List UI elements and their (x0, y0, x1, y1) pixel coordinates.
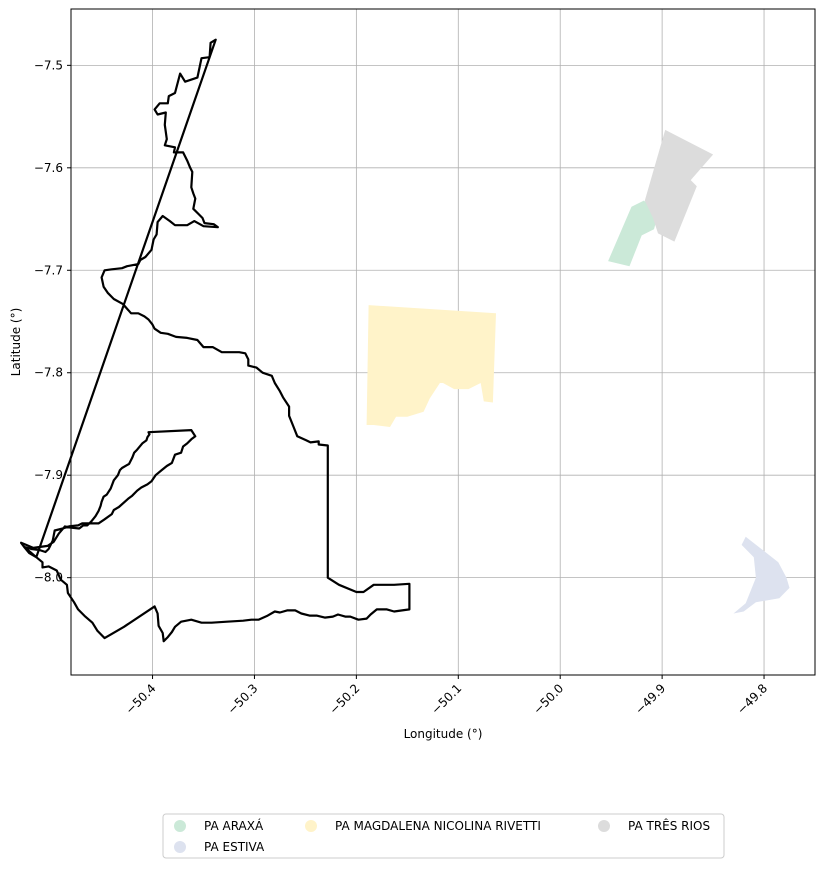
y-axis-label: Latitude (°) (9, 308, 23, 377)
y-tick-label: −8.0 (34, 571, 63, 585)
y-tick-label: −7.9 (34, 468, 63, 482)
settlement-regions (366, 129, 790, 614)
municipality-boundary (20, 38, 411, 643)
region-pa-tr-s-rios (644, 129, 714, 242)
y-tick-label: −7.7 (34, 263, 63, 277)
legend-label: PA TRÊS RIOS (628, 818, 710, 833)
legend-marker (598, 820, 610, 832)
legend-marker (174, 820, 186, 832)
x-tick-label: −50.0 (530, 681, 566, 717)
legend-label: PA ARAXÁ (204, 818, 264, 833)
x-axis-label: Longitude (°) (404, 727, 483, 741)
legend-label: PA ESTIVA (204, 840, 265, 854)
boundary-outline (20, 38, 411, 643)
legend-box (162, 813, 725, 859)
legend: PA ARAXÁ PA ESTIVA PA MAGDALENA NICOLINA R… (162, 813, 725, 859)
legend-marker (174, 841, 186, 853)
x-axis-ticks: −50.4 −50.3 −50.2 −50.1 −50.0 −49.9 −49.8 (123, 675, 770, 717)
axes-border (70, 8, 816, 676)
legend-marker (305, 820, 317, 832)
x-tick-label: −50.1 (429, 681, 465, 717)
y-axis-ticks: −7.5 −7.6 −7.7 −7.8 −7.9 −8.0 (34, 58, 71, 585)
x-tick-label: −50.2 (327, 681, 363, 717)
x-tick-label: −49.8 (734, 681, 770, 717)
region-pa-arax- (608, 200, 660, 267)
y-tick-label: −7.8 (34, 366, 63, 380)
region-pa-estiva (733, 536, 790, 614)
legend-label: PA MAGDALENA NICOLINA RIVETTI (335, 819, 541, 833)
x-tick-label: −50.4 (123, 681, 159, 717)
x-tick-label: −49.9 (632, 681, 668, 717)
x-tick-label: −50.3 (225, 681, 261, 717)
plot-area (20, 8, 816, 676)
region-pa-magdalena-nicolina-rivetti (366, 305, 496, 427)
y-tick-label: −7.5 (34, 58, 63, 72)
y-tick-label: −7.6 (34, 161, 63, 175)
